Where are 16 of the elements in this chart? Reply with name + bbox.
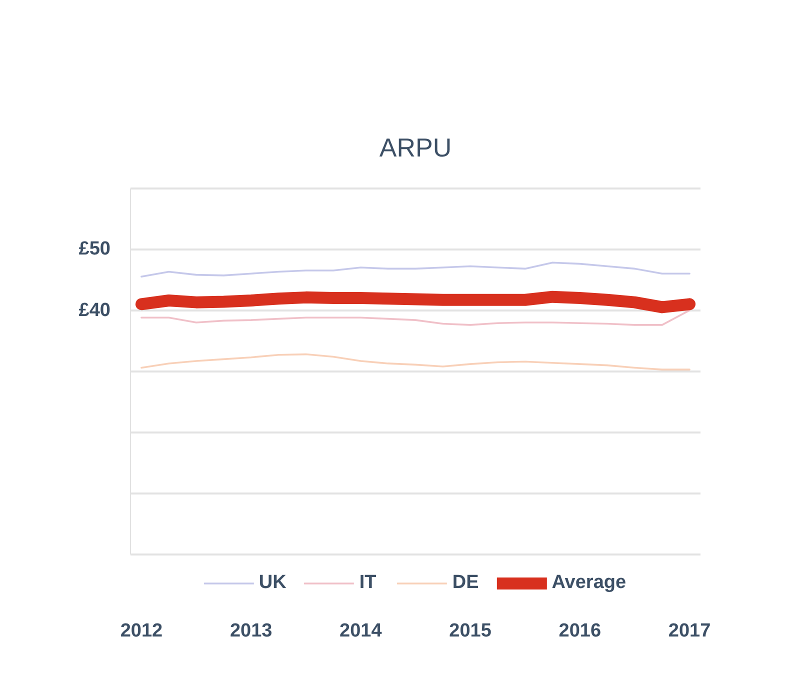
line-series	[140, 262, 690, 278]
y-tick-label: £50	[78, 238, 110, 260]
y-tick-label: £40	[78, 300, 110, 321]
legend-label: UK	[258, 572, 286, 594]
x-tick-label: 2013	[230, 620, 272, 642]
legend-label: IT	[359, 572, 378, 594]
x-tick-label: 2016	[558, 620, 602, 642]
line-series	[140, 353, 690, 370]
x-tick-label: 2017	[668, 620, 711, 642]
legend-label: DE	[452, 572, 479, 594]
x-tick-label: 2015	[449, 620, 492, 642]
x-tick-label: 2012	[120, 620, 163, 642]
legend-label: Average	[552, 572, 626, 594]
x-tick-label: 2014	[340, 620, 382, 642]
line-series	[140, 309, 690, 326]
chart-title: ARPU	[379, 132, 452, 162]
